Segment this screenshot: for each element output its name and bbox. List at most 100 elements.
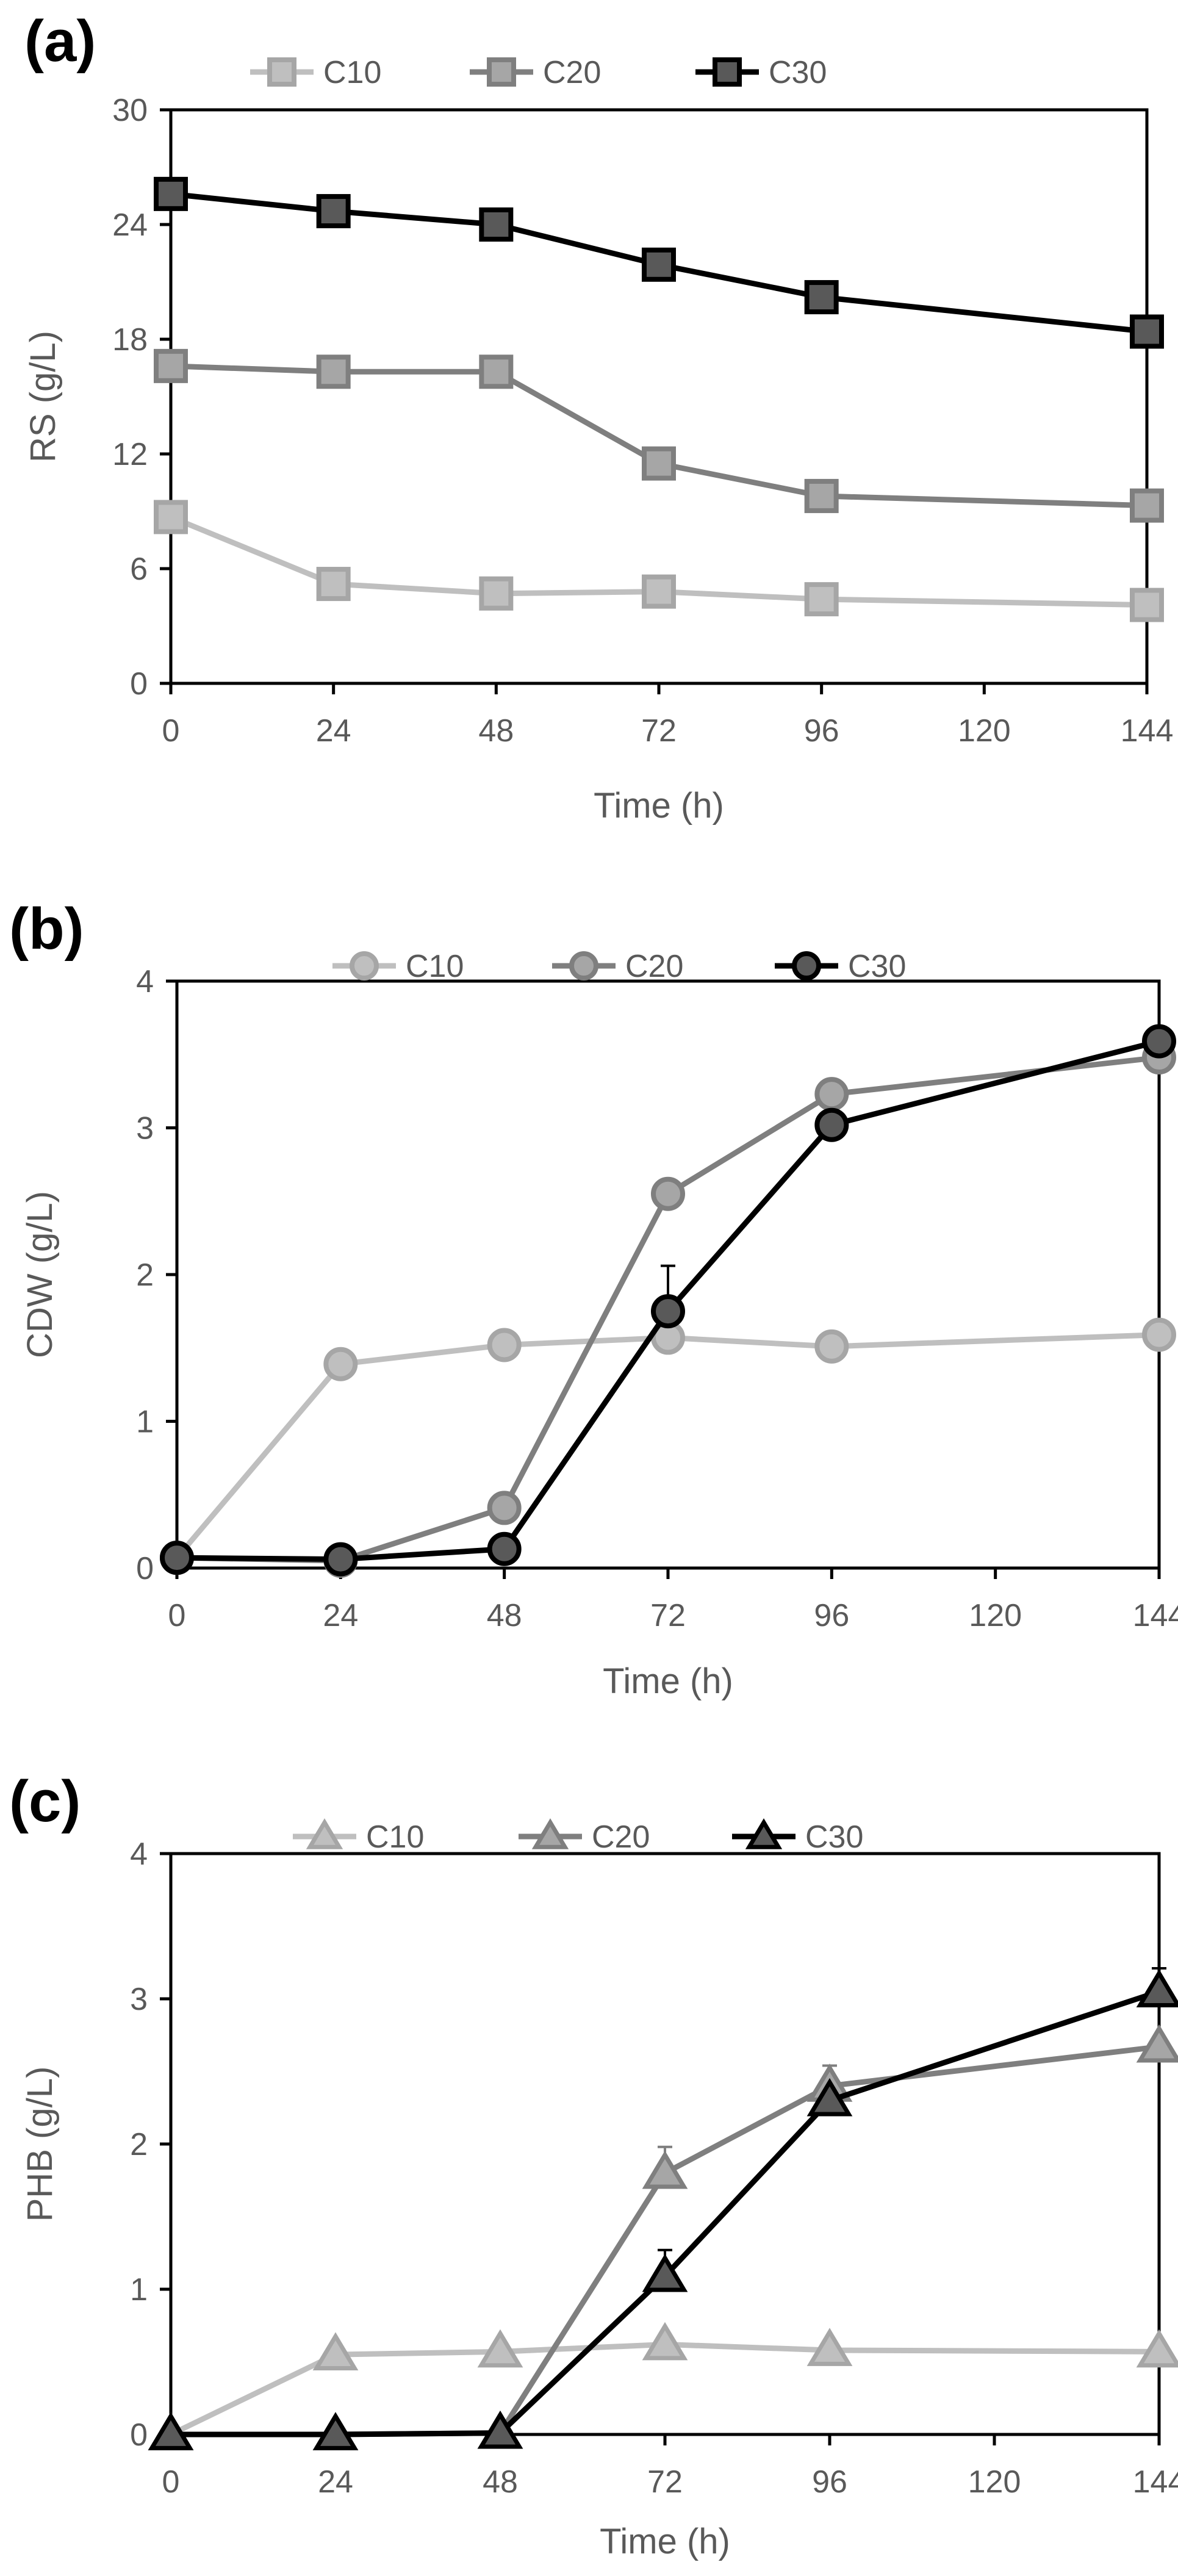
legend-label: C10	[406, 949, 464, 984]
legend-item-c30: C30	[695, 55, 827, 90]
data-point	[1136, 1969, 1178, 2008]
x-tick-label: 72	[647, 2464, 683, 2500]
x-tick-label: 96	[812, 2464, 847, 2500]
x-tick-label: 24	[318, 2464, 353, 2500]
y-axis-title: RS (g/L)	[23, 331, 63, 462]
chart-panel-2: (b) 0 1 2 3 4 0 24 48 72 96 120 144 Time (h) CDW (g/L)…	[9, 896, 1178, 1701]
data-point	[160, 1541, 194, 1575]
data-point	[154, 176, 188, 211]
legend-item-c30: C30	[732, 1818, 863, 1855]
data-point	[1142, 1024, 1176, 1059]
data-point	[1130, 314, 1164, 349]
x-tick-label: 48	[478, 713, 514, 749]
x-tick-label: 144	[1133, 1598, 1178, 1633]
data-point	[806, 2078, 853, 2117]
data-point	[148, 2412, 194, 2450]
data-point	[642, 2150, 688, 2189]
data-point	[1142, 1317, 1176, 1352]
series-line	[176, 1038, 1160, 1563]
legend: C10 C20 C30	[332, 949, 906, 984]
legend-item-c10: C10	[332, 949, 464, 984]
data-point	[804, 478, 839, 513]
legend-item-c20: C20	[552, 949, 683, 984]
data-point	[479, 354, 514, 389]
data-point	[154, 500, 188, 534]
y-tick-label: 0	[130, 666, 148, 702]
data-point	[316, 354, 351, 389]
y-axis-title: CDW (g/L)	[20, 1191, 60, 1358]
series-line	[170, 191, 1147, 334]
data-point	[316, 567, 351, 602]
series-line	[170, 514, 1147, 608]
data-point	[477, 2410, 523, 2449]
y-tick-label: 24	[112, 207, 148, 243]
data-point	[642, 2322, 688, 2361]
data-point	[642, 247, 676, 282]
x-tick-label: 144	[1121, 713, 1174, 749]
x-tick-label: 0	[162, 713, 180, 749]
x-tick-label: 96	[804, 713, 839, 749]
data-point	[642, 2253, 688, 2292]
series-c30	[148, 1967, 1178, 2450]
legend-marker	[487, 57, 516, 87]
x-tick-label: 0	[168, 1598, 186, 1633]
y-tick-label: 18	[112, 322, 148, 358]
legend: C10 C20 C30	[293, 1818, 863, 1855]
chart-panel-1: (a) 0 6 12 18 24 30 0 24 48 72 96 120 144 Time (h) RS (…	[23, 9, 1173, 826]
y-tick-label: 30	[112, 93, 148, 128]
x-tick-label: 48	[483, 2464, 518, 2500]
data-point	[814, 1107, 849, 1142]
legend-item-c20: C20	[470, 55, 601, 90]
legend: C10 C20 C30	[250, 55, 827, 90]
data-point	[642, 446, 676, 481]
data-point	[1136, 2329, 1178, 2368]
y-tick-label: 0	[130, 2417, 148, 2453]
chart-panel-3: (c) 0 1 2 3 4 0 24 48 72 96 120 144 Time (h) PHB (g/L)…	[9, 1769, 1178, 2561]
x-tick-label: 144	[1133, 2464, 1178, 2500]
legend-label: C30	[769, 55, 827, 90]
x-tick-label: 24	[316, 713, 351, 749]
x-axis-title: Time (h)	[600, 2522, 730, 2561]
data-point	[479, 576, 514, 611]
x-tick-label: 96	[814, 1598, 849, 1633]
legend-label: C20	[625, 949, 683, 984]
x-tick-label: 120	[958, 713, 1011, 749]
data-point	[323, 1347, 358, 1381]
legend-item-c20: C20	[519, 1818, 650, 1855]
data-point	[651, 1176, 685, 1211]
data-point	[477, 2329, 523, 2368]
legend-label: C20	[592, 1819, 650, 1855]
legend-label: C30	[848, 949, 906, 984]
data-point	[487, 1328, 522, 1362]
data-point	[487, 1531, 522, 1566]
y-tick-label: 4	[130, 1837, 148, 1872]
legend-marker	[569, 951, 598, 980]
y-axis-title: PHB (g/L)	[20, 2067, 60, 2222]
panel-label: (b)	[9, 896, 84, 962]
data-point	[1130, 488, 1164, 523]
series-line	[170, 2341, 1160, 2437]
legend-marker	[267, 57, 296, 87]
y-tick-label: 3	[136, 1111, 154, 1146]
x-axis-title: Time (h)	[594, 786, 724, 826]
series-line	[171, 1988, 1160, 2437]
legend-label: C20	[543, 55, 601, 90]
y-tick-label: 12	[112, 437, 148, 472]
legend-marker	[713, 57, 742, 87]
series-c30	[160, 1024, 1176, 1577]
x-tick-label: 120	[969, 1598, 1022, 1633]
data-point	[487, 1491, 522, 1525]
legend-label: C10	[366, 1819, 424, 1855]
legend-label: C30	[805, 1819, 863, 1855]
y-tick-label: 6	[130, 552, 148, 587]
data-point	[154, 348, 188, 383]
legend-marker	[745, 1818, 783, 1849]
data-point	[323, 1542, 358, 1577]
y-tick-label: 1	[136, 1405, 154, 1440]
x-tick-label: 24	[323, 1598, 358, 1633]
legend-marker	[306, 1818, 343, 1849]
panel-label: (c)	[9, 1769, 81, 1834]
legend-marker	[350, 951, 379, 980]
data-point	[806, 2328, 853, 2366]
